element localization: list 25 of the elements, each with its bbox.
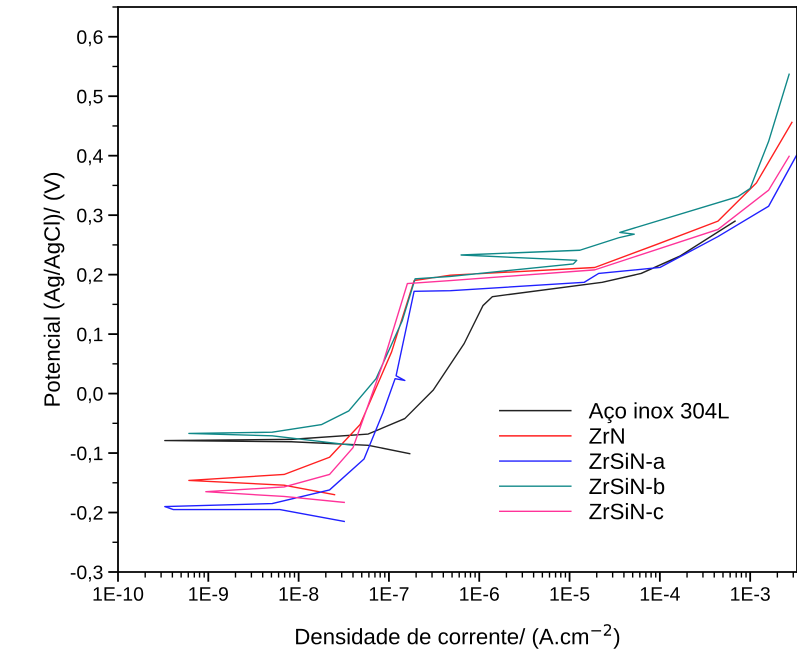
x-tick-label: 1E-4 (640, 587, 680, 601)
x-tick-label: 1E-7 (370, 587, 408, 601)
y-tick-label: -0,2 (70, 506, 102, 522)
y-tick-label: -0,1 (70, 446, 102, 463)
x-tick-label: 1E-9 (189, 587, 228, 601)
legend-label: ZrSiN-a (589, 452, 666, 470)
x-axis-title: Densidade de corrente/ (A.cm$^{−2}$) (296, 624, 620, 649)
y-tick-label: 0,1 (77, 328, 102, 344)
legend-label: ZrN (589, 428, 624, 444)
x-tick-label: 1E-5 (550, 587, 590, 601)
legend-label: ZrSiN-c (589, 503, 664, 520)
y-tick-label: -0,3 (70, 565, 103, 582)
y-axis-title: Potencial (Ag/AgCl)/ (V) (44, 172, 64, 406)
legend-label: ZrSiN-b (589, 478, 664, 494)
y-tick-label: 0,3 (77, 208, 103, 225)
y-tick-label: 0,2 (77, 268, 102, 284)
y-tick-label: 0,6 (77, 30, 103, 46)
x-tick-label: 1E-6 (460, 587, 499, 601)
y-tick-label: 0,4 (77, 149, 103, 166)
y-tick-label: 0,5 (77, 90, 103, 106)
x-tick-label: 1E-10 (94, 587, 144, 601)
x-tick-label: 1E-8 (280, 587, 318, 601)
x-tick-label: 1E-3 (731, 587, 770, 601)
legend-label: Aço inox 304L (588, 402, 729, 424)
y-tick-label: 0,0 (77, 387, 103, 404)
